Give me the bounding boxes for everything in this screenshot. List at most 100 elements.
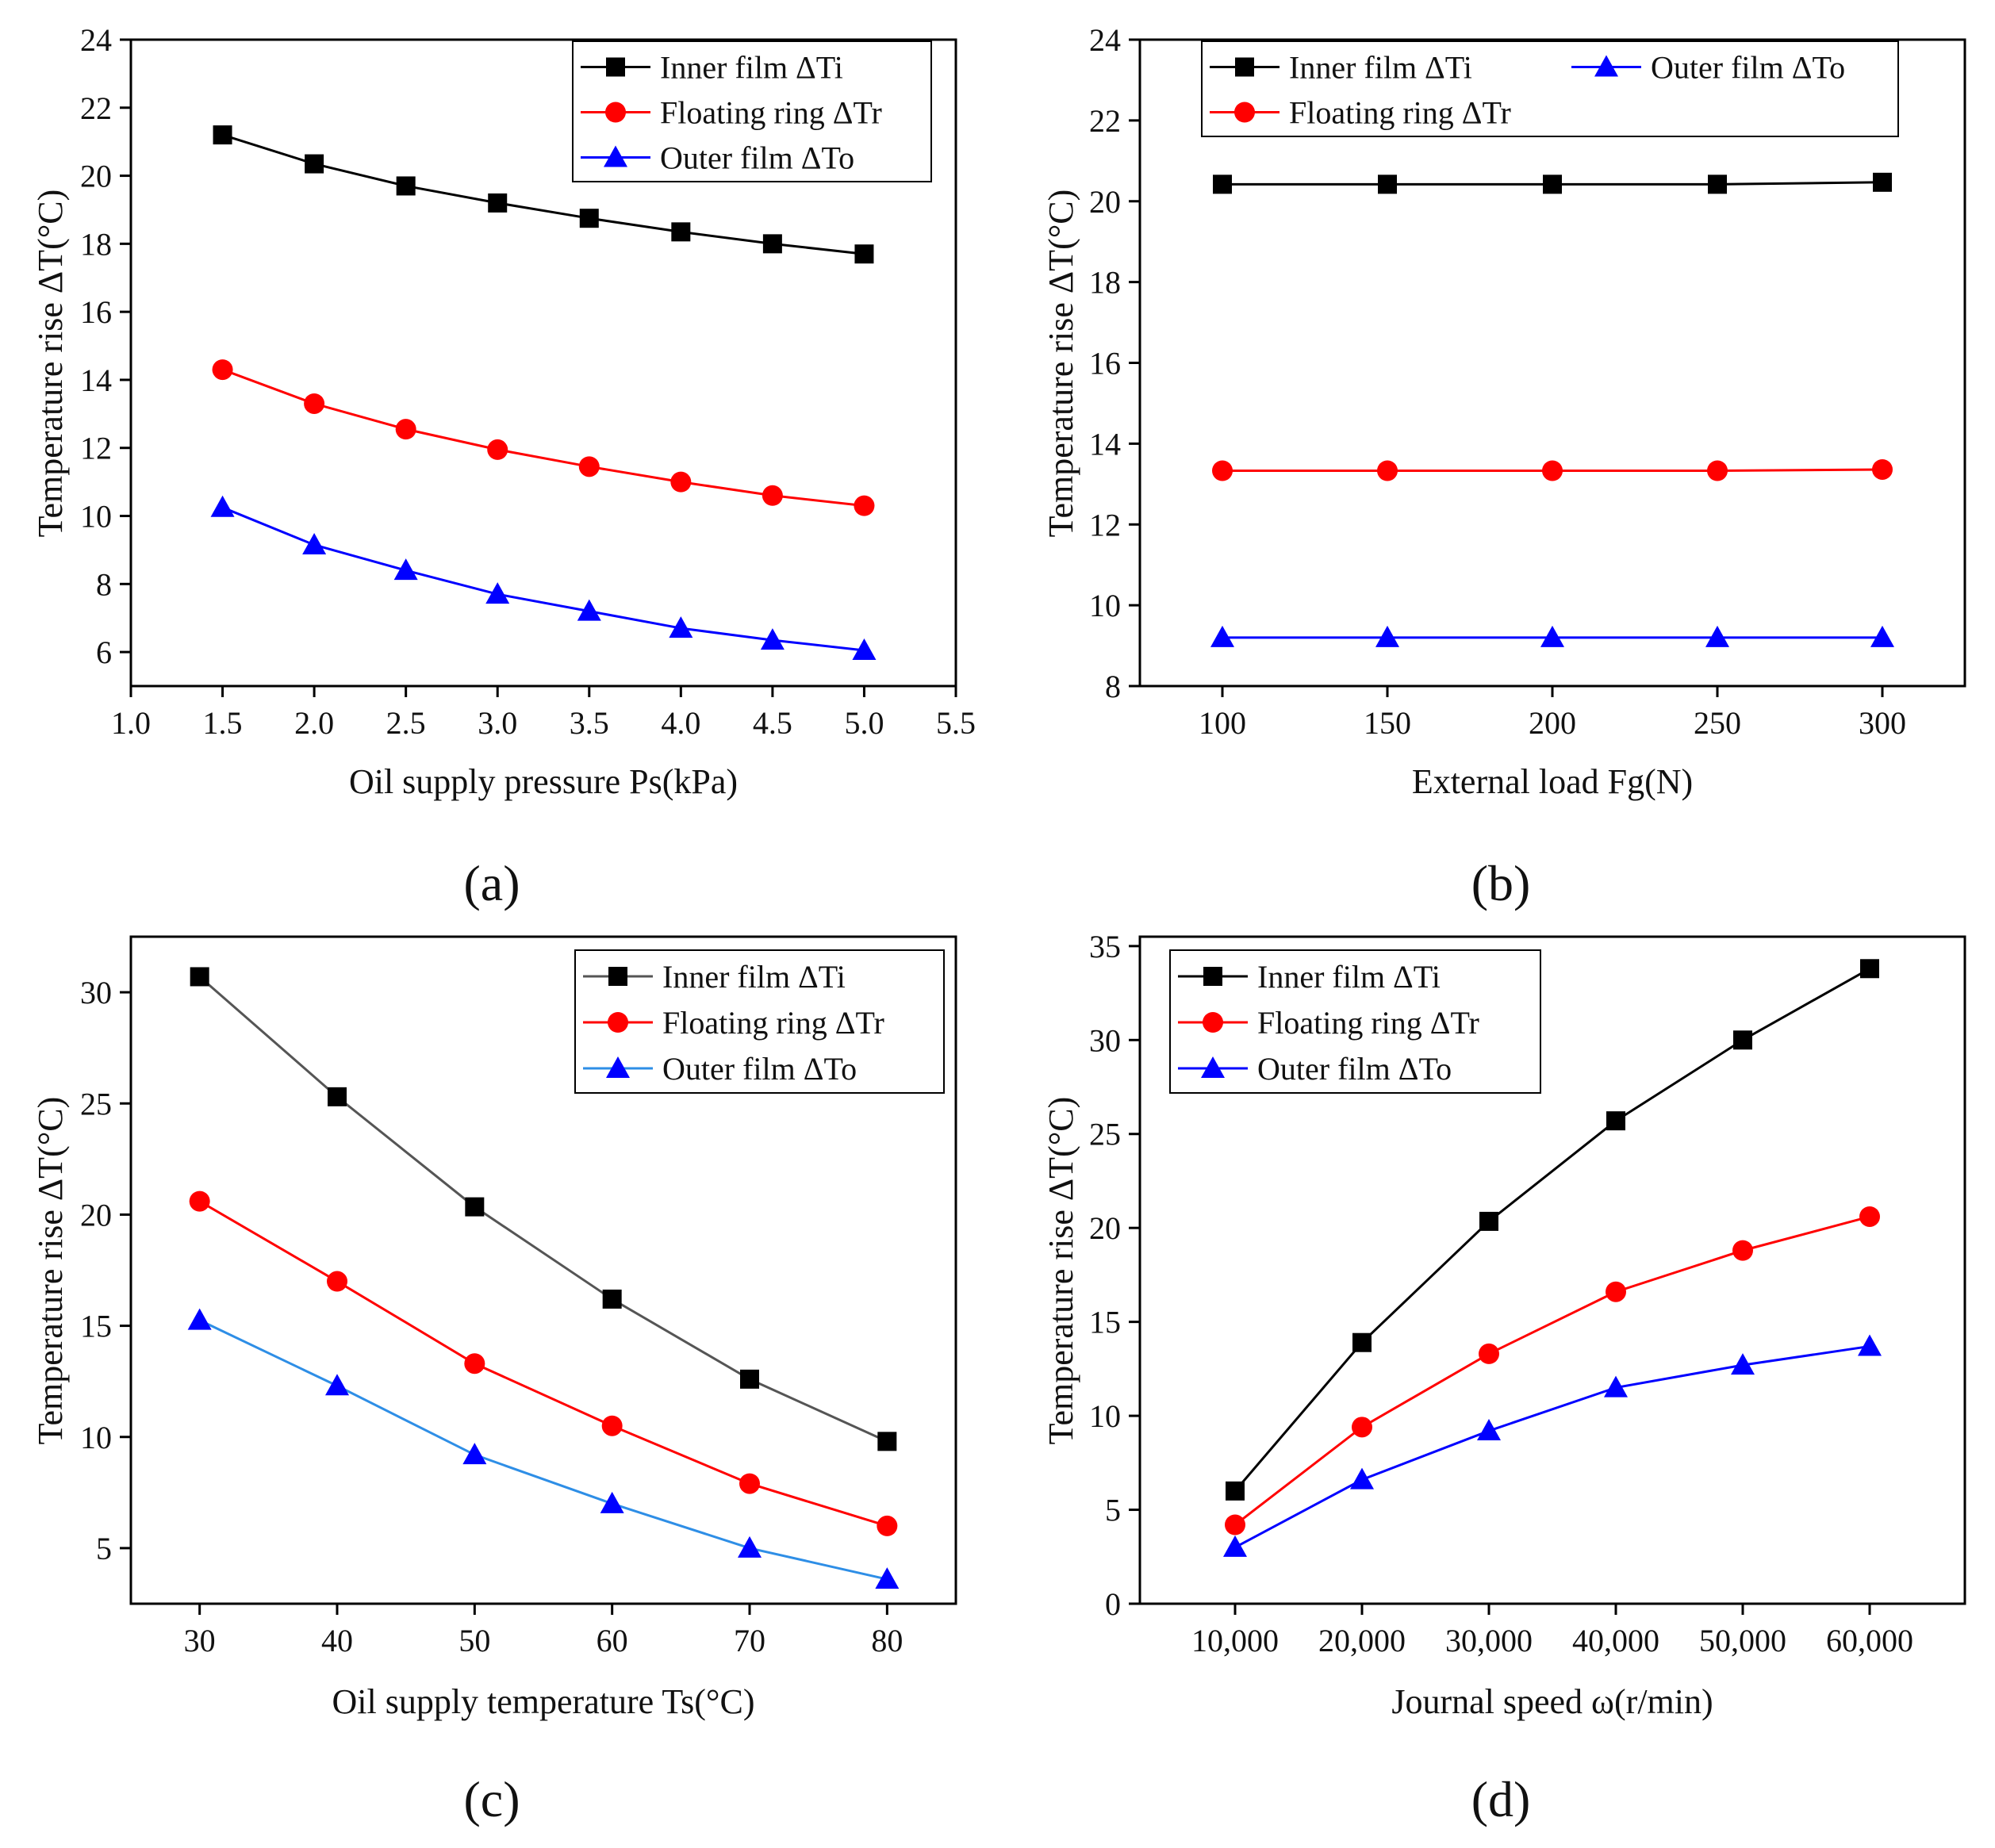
panel-label: (a) (463, 855, 520, 911)
x-axis-title: Oil supply temperature Ts(°C) (332, 1682, 754, 1721)
y-axis-title: Temperature rise ΔT(°C) (1042, 1097, 1080, 1445)
data-point (462, 1443, 487, 1465)
y-tick-label: 5 (1105, 1493, 1121, 1528)
data-point (304, 393, 325, 414)
data-point (189, 1190, 210, 1212)
data-point (488, 193, 508, 213)
x-tick-label: 30 (184, 1623, 216, 1658)
series-line (198, 976, 888, 1443)
data-point (1225, 1514, 1245, 1536)
x-tick-label: 2.0 (294, 705, 334, 741)
panel-label: (d) (1471, 1771, 1531, 1827)
data-point (302, 532, 327, 554)
data-point (1859, 1206, 1880, 1227)
data-point (190, 967, 209, 987)
data-point (1873, 172, 1892, 192)
legend-marker (606, 1056, 630, 1078)
data-point (1860, 959, 1879, 979)
data-point (877, 1432, 897, 1451)
data-point (487, 439, 508, 460)
series-circle (212, 359, 875, 516)
plot-frame (129, 935, 957, 1605)
x-tick-label: 30,000 (1445, 1623, 1533, 1658)
panel-label: (b) (1471, 855, 1531, 911)
y-tick-label: 18 (1089, 265, 1121, 301)
x-tick-label: 300 (1859, 705, 1906, 741)
x-tick-label: 40 (321, 1623, 353, 1658)
legend-marker (608, 967, 627, 986)
y-tick-label: 20 (1089, 184, 1121, 220)
legend-label: Floating ring ΔTr (1289, 95, 1511, 131)
legend-label: Outer film ΔTo (1257, 1051, 1452, 1087)
y-tick-label: 8 (96, 566, 112, 602)
y-tick-label: 16 (80, 294, 112, 330)
series-circle (1212, 458, 1893, 481)
x-tick-label: 10,000 (1191, 1623, 1279, 1658)
x-tick-label: 80 (871, 1623, 903, 1658)
x-tick-label: 5.5 (936, 705, 976, 741)
data-point (669, 616, 693, 638)
y-tick-label: 10 (1089, 1398, 1121, 1434)
data-point (1378, 174, 1397, 194)
y-tick-label: 30 (1089, 1022, 1121, 1058)
data-point (1479, 1343, 1499, 1364)
legend-item: Inner film ΔTi (1210, 50, 1472, 86)
data-point (1872, 458, 1893, 480)
data-point (465, 1197, 485, 1217)
data-point (1543, 174, 1562, 194)
data-point (670, 471, 692, 493)
legend-marker (1203, 1012, 1223, 1033)
data-point (579, 209, 599, 228)
x-tick-label: 200 (1529, 705, 1576, 741)
series-square (1213, 172, 1892, 194)
series-line (1234, 1344, 1870, 1549)
data-point (187, 1308, 212, 1330)
x-tick-label: 4.0 (661, 705, 700, 741)
y-tick-label: 14 (1089, 426, 1121, 462)
x-tick-label: 50 (458, 1623, 490, 1658)
data-point (877, 1515, 898, 1536)
series-line (199, 1319, 888, 1581)
legend-item: Inner film ΔTi (583, 959, 846, 995)
data-point (1731, 1353, 1755, 1375)
data-point (328, 1087, 347, 1106)
data-point (393, 558, 418, 581)
data-point (762, 234, 782, 254)
data-point (1352, 1332, 1372, 1352)
legend-label: Outer film ΔTo (660, 140, 854, 176)
data-point (1226, 1481, 1245, 1501)
data-point (395, 419, 416, 440)
legend-item: Floating ring ΔTr (1178, 1005, 1479, 1041)
data-point (1212, 460, 1233, 481)
legend-frame (1201, 40, 1899, 137)
y-tick-label: 20 (80, 159, 112, 194)
series-square (1226, 959, 1879, 1501)
y-tick-label: 25 (80, 1086, 112, 1121)
series-line (221, 506, 865, 652)
x-tick-label: 60,000 (1826, 1623, 1913, 1658)
x-tick-label: 150 (1364, 705, 1411, 741)
data-point (1732, 1240, 1753, 1261)
x-tick-label: 4.5 (753, 705, 792, 741)
x-tick-label: 70 (734, 1623, 765, 1658)
series-line (198, 1200, 888, 1528)
y-tick-label: 0 (1105, 1586, 1121, 1622)
y-tick-label: 10 (80, 499, 112, 535)
chart-panel-c: 30 40 50 60 70 80 5 10 15 20 25 30 Oil supply temper… (31, 935, 957, 1827)
legend: Inner film ΔTi Outer film ΔTo Floating rin… (1201, 40, 1899, 137)
chart-panel-d: 10,000 20,000 30,000 40,000 50,000 60,000 0 5 10… (1042, 929, 1966, 1827)
series-circle (189, 1190, 898, 1536)
data-point (1733, 1030, 1752, 1050)
legend-marker (1203, 967, 1222, 986)
legend-marker (1235, 57, 1254, 77)
y-axis-title: Temperature rise ΔT(°C) (31, 1097, 70, 1445)
legend-item: Floating ring ΔTr (583, 1005, 884, 1041)
y-tick-label: 20 (80, 1197, 112, 1233)
data-point (1350, 1467, 1374, 1490)
data-point (1352, 1417, 1372, 1438)
y-tick-label: 12 (1089, 507, 1121, 543)
x-tick-label: 3.0 (478, 705, 517, 741)
data-point (464, 1353, 485, 1374)
plot-frame (129, 38, 957, 688)
